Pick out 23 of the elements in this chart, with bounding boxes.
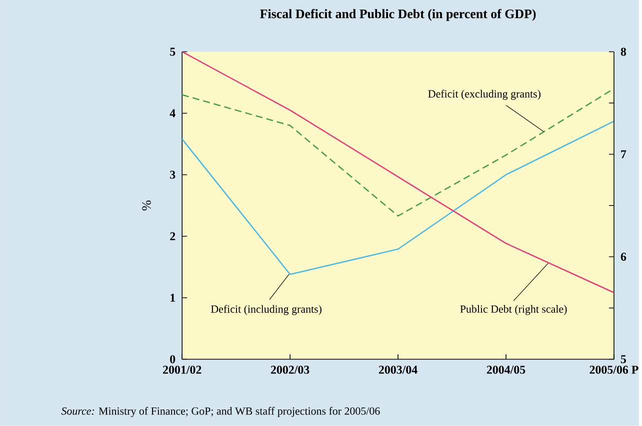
x-tick-label: 2002/03 <box>271 366 310 374</box>
line-series <box>181 120 615 276</box>
y-tick-label: 3 <box>170 170 176 179</box>
y-tick-label: 0 <box>170 355 176 364</box>
y2-tick-label: 5 <box>620 355 626 364</box>
y-tick-label: 1 <box>170 294 175 302</box>
line-series <box>182 52 614 294</box>
x-tick-label: 2003/04 <box>378 366 418 374</box>
text: Deficit (including grants) <box>211 305 322 316</box>
text: Public Debt (right scale) <box>460 305 567 316</box>
x-tick-label: 2005/06 P <box>590 366 638 374</box>
y-axis-title: % <box>142 200 151 210</box>
chart-title: Fiscal Deficit and Public Debt (in percent of GDP) <box>260 9 536 21</box>
x-tick-label: 2004/05 <box>486 366 526 374</box>
y-tick-label: 4 <box>170 109 176 118</box>
text: Source: Ministry of Finance; GoP; and WB staff projections for 2005/06 <box>61 406 380 418</box>
x-tick-label: 2001/02 <box>163 366 202 374</box>
text: Deficit (excluding grants) <box>428 90 540 100</box>
y2-tick-label: 6 <box>620 252 626 261</box>
y2-tick-label: 8 <box>620 48 626 56</box>
y2-tick-label: 7 <box>621 150 626 158</box>
y-tick-label: 5 <box>170 48 176 56</box>
y-tick-label: 2 <box>170 232 176 240</box>
